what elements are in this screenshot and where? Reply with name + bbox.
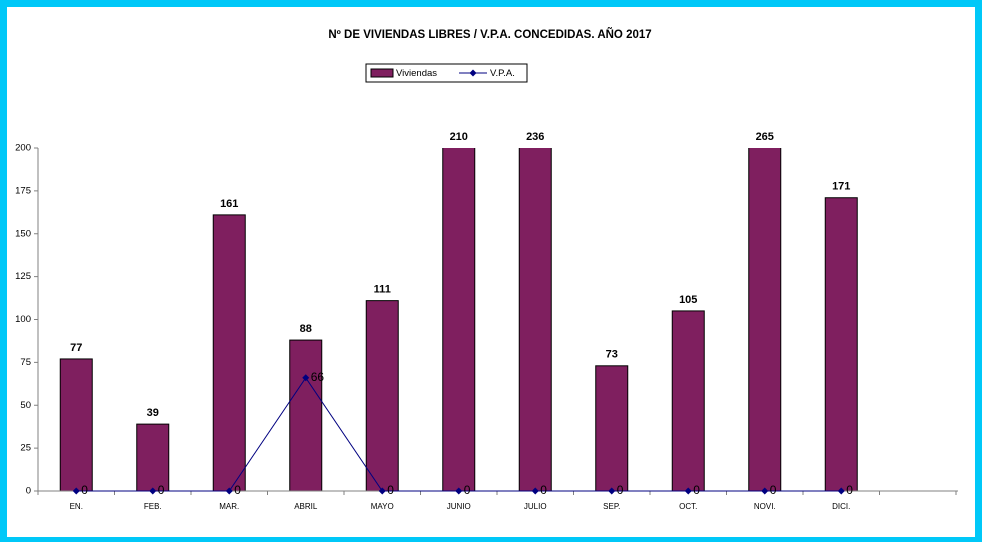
- line-marker: [225, 487, 233, 495]
- line-value-label: 0: [387, 483, 394, 497]
- legend-swatch: [370, 68, 394, 78]
- x-tick-label: MAR.: [219, 502, 239, 511]
- x-tick-label: ABRIL: [294, 502, 318, 511]
- line-marker: [72, 487, 80, 495]
- bar-value-label: 111: [374, 284, 391, 296]
- x-tick-label: DICI.: [832, 502, 850, 511]
- legend-box: [365, 63, 528, 83]
- line-value-label: 0: [158, 483, 165, 497]
- line-value-label: 0: [770, 483, 777, 497]
- line-value-label: 0: [81, 483, 88, 497]
- y-tick-label: 75: [20, 357, 31, 368]
- bar-value-label: 77: [70, 342, 82, 354]
- bar: [136, 423, 170, 492]
- x-tick-label: JULIO: [524, 502, 547, 511]
- bar: [824, 197, 858, 492]
- line-value-label: 0: [540, 483, 547, 497]
- y-tick-label: 125: [15, 271, 31, 282]
- line-marker: [149, 487, 157, 495]
- bar-value-label: 105: [679, 294, 697, 306]
- bar: [365, 300, 399, 492]
- bar: [671, 310, 705, 492]
- bar: [59, 358, 93, 492]
- x-tick-label: MAYO: [371, 502, 394, 511]
- line-marker: [302, 374, 310, 382]
- overlay: 0 25 50 75 100 125 150 175 200 EN. FEB. MAR. ABRIL MA…: [15, 63, 958, 511]
- bar-value-label: 171: [832, 181, 850, 193]
- bar-value-label: 265: [756, 131, 774, 143]
- bar-value-label: 73: [606, 349, 618, 361]
- plot-area: [59, 148, 858, 492]
- bar: [289, 339, 323, 492]
- bar: [518, 148, 552, 492]
- legend-label: Viviendas: [396, 68, 437, 79]
- bar-value-label: 161: [220, 198, 238, 210]
- y-tick-label: 25: [20, 443, 31, 454]
- y-tick-label: 50: [20, 400, 31, 411]
- x-tick-label: OCT.: [679, 502, 697, 511]
- y-tick-label: 150: [15, 228, 31, 239]
- bar: [595, 365, 629, 492]
- line-value-label: 0: [464, 483, 471, 497]
- y-tick-label: 100: [15, 314, 31, 325]
- line-value-label: 0: [693, 483, 700, 497]
- line-marker: [608, 487, 616, 495]
- legend-marker: [469, 69, 477, 77]
- y-tick-label: 0: [26, 486, 31, 497]
- x-tick-label: SEP.: [603, 502, 620, 511]
- line-value-label: 0: [846, 483, 853, 497]
- chart-title: Nº DE VIVIENDAS LIBRES / V.P.A. CONCEDID…: [328, 28, 651, 41]
- line-marker: [761, 487, 769, 495]
- line-marker: [684, 487, 692, 495]
- line-marker: [378, 487, 386, 495]
- line-value-label: 0: [617, 483, 624, 497]
- line-marker: [455, 487, 463, 495]
- bar: [212, 214, 246, 492]
- y-tick-label: 175: [15, 185, 31, 196]
- y-tick-label: 200: [15, 143, 31, 154]
- x-tick-label: NOVI.: [754, 502, 776, 511]
- bar-value-label: 210: [450, 131, 468, 143]
- legend-label: V.P.A.: [490, 68, 515, 79]
- bar-value-label: 236: [526, 131, 544, 143]
- x-tick-label: EN.: [70, 502, 83, 511]
- line-marker: [531, 487, 539, 495]
- bar-value-label: 39: [147, 407, 159, 419]
- x-tick-label: FEB.: [144, 502, 162, 511]
- x-tick-label: JUNIO: [447, 502, 471, 511]
- line-value-label: 66: [311, 370, 325, 384]
- line-marker: [837, 487, 845, 495]
- line-value-label: 0: [234, 483, 241, 497]
- bar: [442, 148, 476, 492]
- bar-value-label: 88: [300, 323, 312, 335]
